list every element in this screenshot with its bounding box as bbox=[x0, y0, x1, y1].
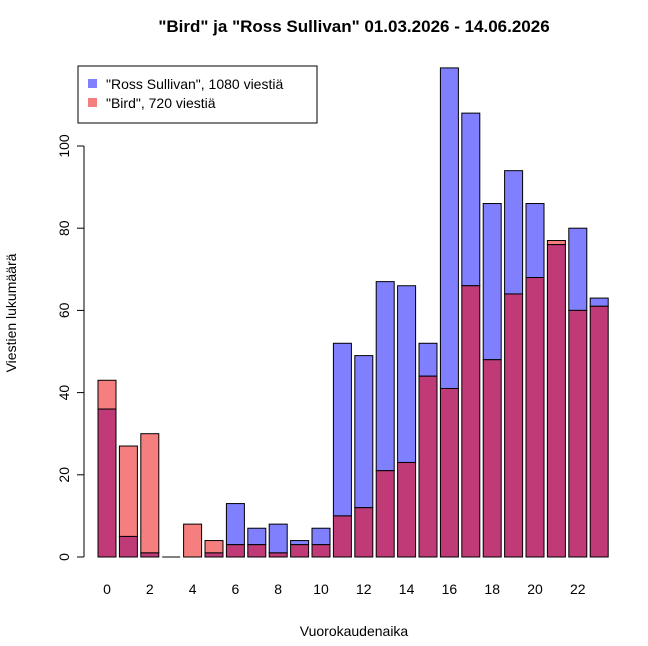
bar-excess-hour-4 bbox=[183, 523, 203, 558]
legend-label-1: "Bird", 720 viestiä bbox=[106, 95, 216, 111]
bar-excess-hour-18 bbox=[482, 203, 502, 361]
x-tick-label-12: 12 bbox=[356, 581, 372, 597]
bar-excess-hour-10 bbox=[311, 527, 331, 546]
bar-excess-hour-19 bbox=[504, 170, 524, 295]
bar-overlap-hour-2 bbox=[140, 552, 160, 558]
bar-overlap-hour-13 bbox=[375, 470, 395, 558]
bar-excess-hour-22 bbox=[568, 227, 588, 311]
y-tick-label-80: 80 bbox=[56, 220, 72, 236]
bar-excess-hour-17 bbox=[461, 112, 481, 287]
bar-excess-hour-14 bbox=[397, 285, 417, 463]
bar-overlap-hour-0 bbox=[97, 408, 117, 558]
bar-excess-hour-8 bbox=[268, 523, 288, 554]
x-tick-label-8: 8 bbox=[274, 581, 282, 597]
x-tick-label-14: 14 bbox=[399, 581, 415, 597]
bar-overlap-hour-18 bbox=[482, 359, 502, 558]
bar-overlap-hour-7 bbox=[247, 544, 267, 558]
chart-title: "Bird" ja "Ross Sullivan" 01.03.2026 - 1… bbox=[158, 17, 549, 36]
x-tick-label-16: 16 bbox=[442, 581, 458, 597]
x-axis-ticks: 0 2 4 6 8 10 12 14 16 18 20 22 bbox=[103, 581, 586, 597]
x-tick-label-6: 6 bbox=[232, 581, 240, 597]
bar-excess-hour-5 bbox=[204, 540, 224, 554]
legend: "Ross Sullivan", 1080 viestiä "Bird", 720… bbox=[77, 65, 318, 124]
bar-overlap-hour-6 bbox=[225, 544, 245, 558]
legend-swatch-1 bbox=[88, 98, 97, 107]
bar-excess-hour-20 bbox=[525, 203, 545, 279]
bar-excess-hour-21 bbox=[546, 240, 566, 246]
bar-overlap-hour-16 bbox=[439, 387, 459, 558]
bars-group bbox=[97, 67, 609, 558]
x-tick-label-2: 2 bbox=[146, 581, 154, 597]
bar-excess-hour-16 bbox=[439, 67, 459, 389]
bar-overlap-hour-22 bbox=[568, 309, 588, 558]
bar-excess-hour-2 bbox=[140, 433, 160, 554]
x-tick-label-0: 0 bbox=[103, 581, 111, 597]
bar-overlap-hour-20 bbox=[525, 277, 545, 558]
y-tick-label-60: 60 bbox=[56, 302, 72, 318]
bar-overlap-hour-15 bbox=[418, 375, 438, 558]
y-tick-label-20: 20 bbox=[56, 467, 72, 483]
bar-excess-hour-6 bbox=[225, 503, 245, 546]
bar-excess-hour-7 bbox=[247, 527, 267, 546]
x-tick-label-18: 18 bbox=[484, 581, 500, 597]
bar-overlap-hour-1 bbox=[118, 535, 138, 558]
legend-label-0: "Ross Sullivan", 1080 viestiä bbox=[106, 76, 283, 92]
bar-excess-hour-9 bbox=[290, 540, 310, 546]
bar-overlap-hour-5 bbox=[204, 552, 224, 558]
legend-box bbox=[77, 65, 318, 124]
x-axis-label: Vuorokaudenaika bbox=[300, 623, 409, 639]
bar-overlap-hour-21 bbox=[546, 244, 566, 558]
bar-excess-hour-23 bbox=[589, 297, 609, 307]
bar-overlap-hour-10 bbox=[311, 544, 331, 558]
y-tick-label-0: 0 bbox=[56, 553, 72, 561]
bar-overlap-hour-14 bbox=[397, 461, 417, 558]
bar-overlap-hour-23 bbox=[589, 305, 609, 558]
bar-excess-hour-0 bbox=[97, 379, 117, 410]
bar-excess-hour-15 bbox=[418, 342, 438, 377]
bar-overlap-hour-19 bbox=[504, 293, 524, 558]
x-tick-label-10: 10 bbox=[313, 581, 329, 597]
bar-overlap-hour-11 bbox=[332, 515, 352, 558]
bar-overlap-hour-9 bbox=[290, 544, 310, 558]
x-tick-label-22: 22 bbox=[570, 581, 586, 597]
bar-excess-hour-1 bbox=[118, 445, 138, 537]
x-tick-label-4: 4 bbox=[189, 581, 197, 597]
bar-overlap-hour-17 bbox=[461, 285, 481, 558]
legend-swatch-0 bbox=[88, 79, 97, 88]
x-tick-label-20: 20 bbox=[527, 581, 543, 597]
bar-excess-hour-11 bbox=[332, 342, 352, 517]
bar-excess-hour-12 bbox=[354, 355, 374, 509]
bar-overlap-hour-12 bbox=[354, 507, 374, 558]
y-tick-label-100: 100 bbox=[56, 134, 72, 158]
y-axis-label: Viestien lukumäärä bbox=[3, 253, 19, 372]
y-axis: 0 20 40 60 80 100 bbox=[56, 134, 85, 561]
bar-overlap-hour-8 bbox=[268, 552, 288, 558]
y-tick-label-40: 40 bbox=[56, 385, 72, 401]
bar-excess-hour-13 bbox=[375, 281, 395, 472]
